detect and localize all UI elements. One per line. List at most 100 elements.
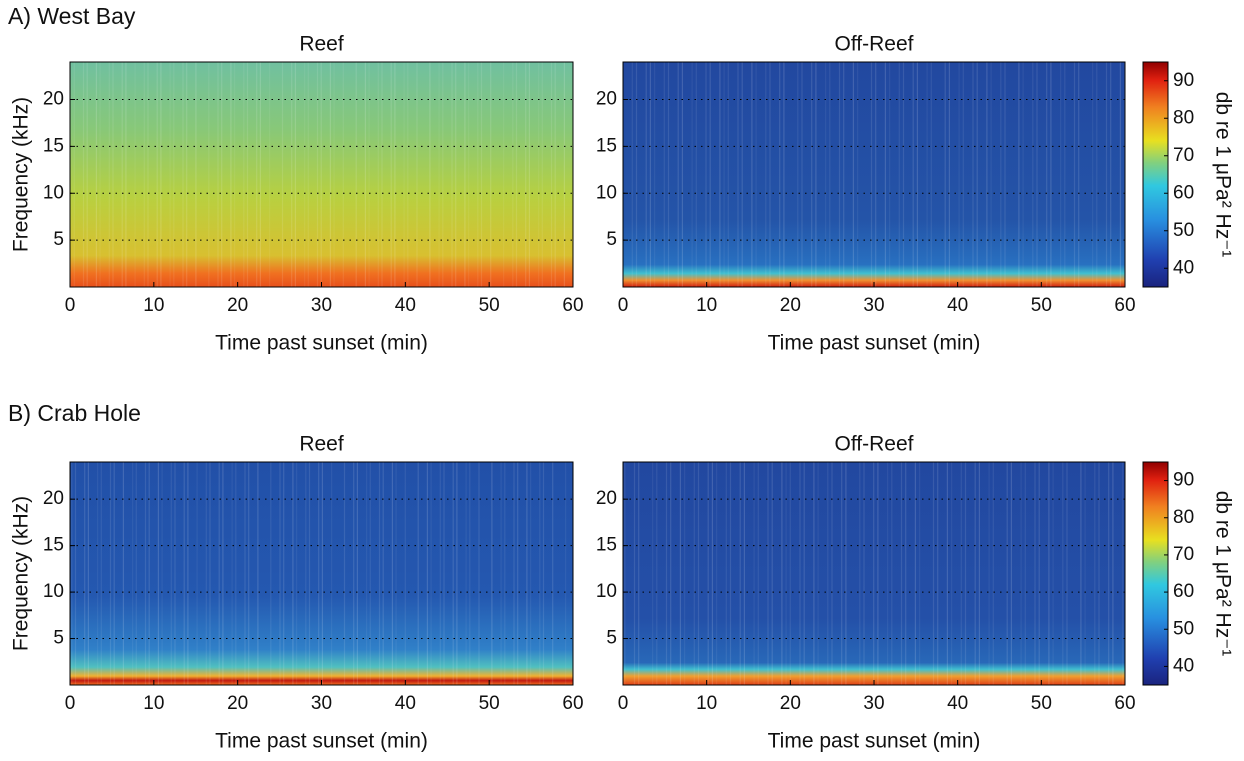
y-tick-label: 10 — [596, 581, 617, 602]
streak — [464, 62, 466, 287]
streak — [121, 62, 123, 287]
streak — [1119, 62, 1121, 287]
panel-label: B) Crab Hole — [8, 400, 141, 426]
streak — [827, 462, 829, 685]
spectrogram-image — [70, 462, 573, 685]
streak — [170, 462, 172, 685]
x-tick-label: 30 — [863, 693, 884, 714]
streak — [914, 462, 916, 685]
streak — [82, 62, 85, 287]
streak — [789, 462, 791, 685]
streak — [912, 62, 914, 287]
streak — [725, 462, 727, 685]
streak — [1020, 462, 1022, 685]
streak — [455, 62, 457, 287]
streak — [122, 462, 124, 685]
streak — [767, 462, 769, 685]
y-tick-label: 15 — [596, 535, 617, 556]
streak — [1092, 62, 1094, 287]
streak — [403, 62, 405, 287]
streak — [541, 62, 543, 287]
streak — [187, 462, 189, 685]
streak — [356, 462, 358, 685]
streak — [281, 62, 284, 287]
y-tick-label: 20 — [43, 89, 64, 110]
streak — [343, 462, 346, 685]
streak — [976, 62, 978, 287]
streak — [283, 462, 285, 685]
streak — [456, 462, 458, 685]
streak — [244, 462, 246, 685]
streak — [528, 62, 530, 287]
streak — [891, 462, 893, 685]
streak — [342, 62, 344, 287]
streak — [205, 462, 207, 685]
streak — [716, 462, 718, 685]
streak — [394, 62, 396, 287]
streak — [974, 462, 976, 685]
streak — [932, 462, 935, 685]
x-tick-label: 40 — [947, 693, 968, 714]
streak — [443, 462, 445, 685]
streak — [390, 62, 392, 287]
streak — [1038, 462, 1040, 685]
streak — [811, 62, 813, 287]
colorbar-label: db re 1 μPa² Hz⁻¹ — [1211, 92, 1234, 258]
streak — [259, 62, 261, 287]
streak — [355, 62, 357, 287]
streak — [173, 62, 175, 287]
streak — [230, 62, 232, 287]
x-tick-label: 0 — [65, 693, 76, 714]
streak — [513, 462, 515, 685]
streak — [1006, 462, 1008, 685]
streak — [1032, 62, 1034, 287]
streak — [723, 62, 725, 287]
panel-label: A) West Bay — [8, 3, 136, 29]
x-tick-label: 60 — [1114, 693, 1135, 714]
colorbar-tick-label: 70 — [1173, 544, 1194, 565]
streak — [656, 462, 658, 685]
streak — [99, 62, 101, 287]
streak — [109, 462, 112, 685]
streak — [538, 62, 540, 287]
y-axis-label: Frequency (kHz) — [10, 97, 33, 252]
streak — [797, 62, 799, 287]
streak — [877, 462, 879, 685]
streak — [307, 62, 309, 287]
streak — [707, 462, 709, 685]
streak — [1098, 462, 1100, 685]
streak — [143, 62, 145, 287]
streak — [74, 462, 77, 685]
streak — [779, 62, 781, 287]
streak — [859, 462, 861, 685]
streak — [468, 62, 470, 287]
streak — [304, 62, 306, 287]
streak — [391, 462, 393, 685]
streak — [490, 62, 492, 287]
x-tick-label: 60 — [562, 693, 583, 714]
streak — [563, 62, 565, 287]
streak — [1010, 462, 1012, 685]
streak — [491, 462, 493, 685]
streak — [71, 462, 73, 685]
streak — [169, 62, 171, 287]
x-axis-label: Time past sunset (min) — [768, 730, 981, 753]
streak — [552, 462, 554, 685]
streak — [108, 62, 110, 287]
y-tick-label: 5 — [606, 229, 617, 250]
y-tick-label: 10 — [43, 182, 64, 203]
streak — [366, 462, 368, 685]
y-tick-label: 5 — [53, 628, 64, 649]
y-tick-label: 5 — [53, 229, 64, 250]
streak — [256, 62, 258, 287]
streak — [709, 62, 711, 287]
streak — [368, 62, 370, 287]
x-tick-label: 10 — [143, 693, 164, 714]
streak — [863, 462, 865, 685]
streak — [1018, 62, 1020, 287]
plot-frame — [69, 61, 574, 288]
streak — [87, 462, 89, 685]
streak — [183, 462, 185, 685]
streak — [1122, 462, 1124, 685]
streak — [889, 62, 891, 287]
